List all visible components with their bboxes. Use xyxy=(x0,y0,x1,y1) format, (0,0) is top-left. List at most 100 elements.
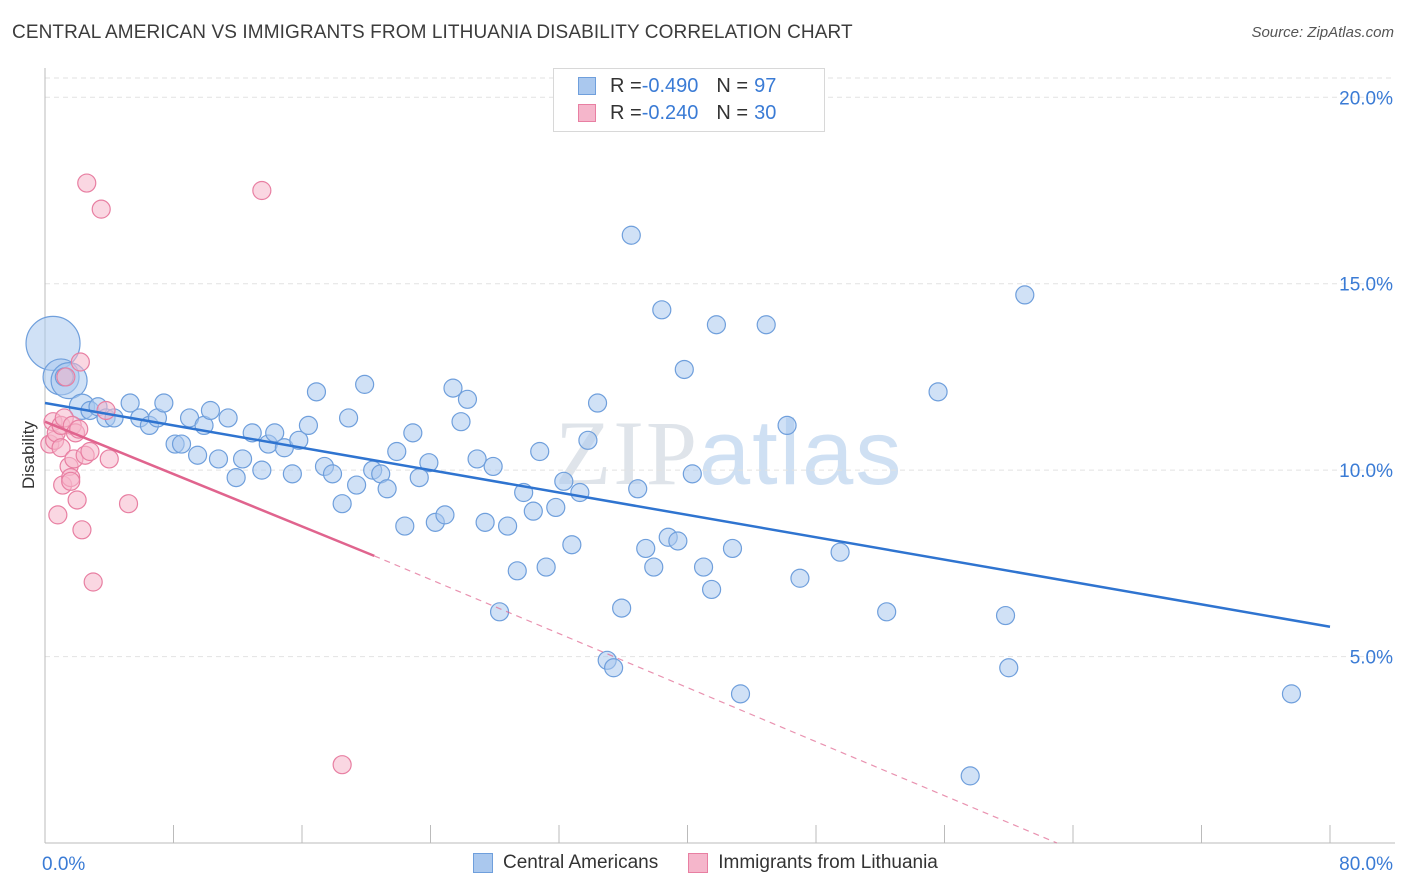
central-american-point xyxy=(960,766,980,786)
legend-swatch-pink xyxy=(688,853,709,873)
central-american-point xyxy=(338,408,359,428)
legend-item-central-americans[interactable]: Central Americans xyxy=(473,852,658,874)
central-american-point xyxy=(523,501,543,521)
central-american-point xyxy=(443,378,463,398)
legend-item-lithuania[interactable]: Immigrants from Lithuania xyxy=(688,852,938,874)
central-american-point xyxy=(282,464,302,484)
central-american-point xyxy=(377,479,397,499)
central-american-point xyxy=(682,464,702,484)
central-american-point xyxy=(218,408,238,428)
y-tick-label: 5.0% xyxy=(1350,648,1393,669)
central-american-point xyxy=(644,557,664,577)
lithuania-trendline xyxy=(44,420,375,558)
central-american-point xyxy=(306,382,327,402)
central-american-point xyxy=(604,658,624,678)
central-american-point xyxy=(562,535,582,555)
lithuania-point xyxy=(72,520,92,540)
legend-n-value: 30 xyxy=(754,101,777,124)
central-american-point xyxy=(289,430,309,450)
legend-label: Central Americans xyxy=(503,852,659,873)
central-american-point xyxy=(171,434,192,454)
correlation-legend: R = -0.490 N = 97 R = -0.240 N = 30 xyxy=(553,68,825,132)
central-american-point xyxy=(693,557,714,577)
central-american-point xyxy=(154,393,174,413)
central-american-point xyxy=(636,538,656,559)
central-american-point xyxy=(252,460,272,480)
central-american-point xyxy=(395,516,415,536)
central-american-point xyxy=(730,684,751,704)
central-american-point xyxy=(489,602,510,622)
central-american-point xyxy=(419,453,439,473)
legend-r-label: R = xyxy=(610,74,642,97)
central-american-point xyxy=(830,542,850,562)
central-american-point xyxy=(877,602,897,622)
lithuania-trendline-extension xyxy=(374,555,1058,844)
central-american-point xyxy=(722,538,743,559)
chart-title: CENTRAL AMERICAN VS IMMIGRANTS FROM LITH… xyxy=(12,22,853,43)
lithuania-point xyxy=(83,572,103,592)
lithuania-point xyxy=(80,441,100,462)
legend-swatch-blue xyxy=(578,77,596,95)
central-american-trendline xyxy=(44,401,1331,628)
central-american-point xyxy=(570,482,590,503)
central-american-point xyxy=(674,359,694,380)
lithuania-point xyxy=(99,449,119,469)
lithuania-point xyxy=(48,505,68,525)
central-american-point xyxy=(928,382,948,402)
central-american-point xyxy=(451,412,471,432)
central-american-point xyxy=(298,415,319,435)
legend-swatch-blue xyxy=(473,853,493,873)
y-axis-label: Disability xyxy=(19,420,38,489)
central-american-point xyxy=(200,400,221,421)
central-american-point xyxy=(628,479,648,499)
central-american-point xyxy=(578,430,598,450)
legend-r-value: -0.240 xyxy=(641,101,699,124)
lithuania-point xyxy=(332,755,352,775)
central-american-point xyxy=(403,423,423,443)
central-american-point xyxy=(347,475,367,495)
central-american-point xyxy=(995,605,1016,626)
central-american-point xyxy=(187,445,208,465)
central-american-point xyxy=(226,468,246,488)
lithuania-point xyxy=(91,199,111,219)
legend-n-value: 97 xyxy=(754,74,777,97)
central-american-point xyxy=(120,393,140,413)
central-american-point xyxy=(790,568,810,588)
central-american-point xyxy=(652,300,672,320)
central-american-point xyxy=(475,512,495,532)
central-american-point xyxy=(536,557,556,577)
source-label: Source: ZipAtlas.com xyxy=(1251,24,1394,41)
central-american-point xyxy=(507,561,527,581)
central-american-point xyxy=(483,456,503,477)
lithuania-point xyxy=(51,438,71,458)
series-legend: Central Americans Immigrants from Lithua… xyxy=(473,852,968,874)
x-tick-label: 80.0% xyxy=(1339,854,1393,875)
central-american-point xyxy=(612,598,632,618)
lithuania-point xyxy=(70,352,90,372)
central-american-point xyxy=(999,658,1019,678)
central-american-point xyxy=(546,497,566,518)
central-american-point xyxy=(332,494,352,514)
legend-row-central-americans: R = -0.490 N = 97 xyxy=(578,74,776,98)
central-american-point xyxy=(587,393,608,413)
central-american-point xyxy=(756,315,776,335)
lithuania-point xyxy=(252,180,272,201)
central-american-point xyxy=(668,531,688,551)
central-american-point xyxy=(701,579,722,600)
central-american-point xyxy=(208,449,229,469)
lithuania-point xyxy=(77,173,97,193)
central-american-point xyxy=(554,471,574,491)
central-american-point xyxy=(1015,285,1035,305)
central-american-point xyxy=(435,505,455,525)
central-american-point xyxy=(621,225,641,245)
central-american-point xyxy=(530,441,550,462)
y-tick-label: 20.0% xyxy=(1339,88,1393,109)
lithuania-point xyxy=(67,490,87,510)
y-tick-label: 10.0% xyxy=(1339,461,1393,482)
central-american-point xyxy=(777,415,797,435)
central-american-point xyxy=(387,441,407,462)
legend-n-label: N = xyxy=(716,101,749,124)
central-american-point xyxy=(1281,684,1302,704)
y-tick-label: 15.0% xyxy=(1339,275,1393,296)
